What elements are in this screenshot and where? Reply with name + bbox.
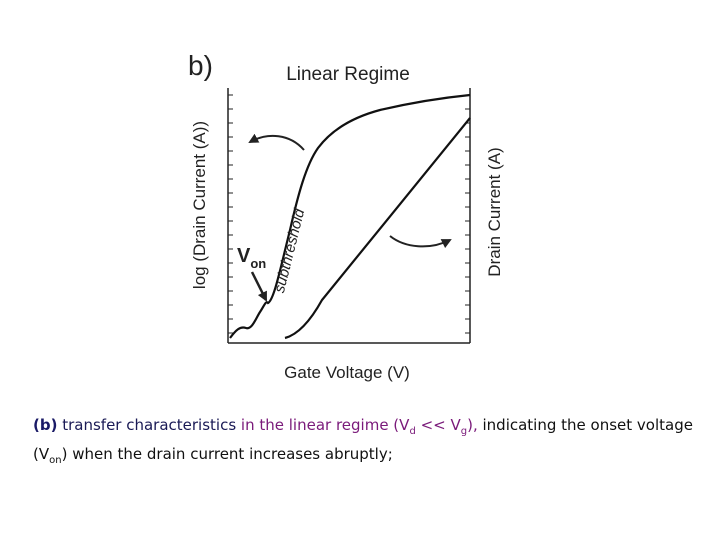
arrow-left — [248, 133, 305, 151]
x-label: Gate Voltage (V) — [284, 363, 410, 382]
caption-part: << — [415, 416, 451, 434]
caption-part: d — [409, 426, 416, 437]
arrow-right — [389, 235, 452, 249]
caption-part: in the linear regime ( — [240, 416, 400, 434]
von-main: V — [237, 245, 251, 267]
linear-curve — [284, 117, 471, 340]
title: Linear Regime — [286, 64, 410, 85]
caption: (b) transfer characteristics in the line… — [33, 414, 713, 472]
caption-part: transfer characteristics — [57, 416, 241, 434]
von-label: Von — [237, 245, 266, 271]
log-curve — [229, 93, 471, 339]
figure: b) Linear Regime log (Drain Current (A))… — [188, 50, 504, 382]
panel-label: b) — [188, 50, 213, 81]
von-sub: on — [250, 256, 266, 271]
axes — [227, 88, 471, 344]
caption-part: ), — [467, 416, 478, 434]
y-label-left: log (Drain Current (A)) — [190, 121, 209, 289]
tick-marks — [228, 94, 470, 334]
caption-part: ) when the drain current increases abrup… — [61, 445, 393, 463]
arrow-von — [250, 271, 268, 302]
y-label-right: Drain Current (A) — [485, 147, 504, 276]
caption-part: g — [460, 426, 468, 437]
caption-part: V — [450, 416, 461, 434]
caption-part: indicating the onset voltage (V — [33, 416, 698, 463]
caption-part: (b) — [33, 416, 58, 434]
curve-label: subthreshold — [271, 207, 308, 295]
caption-part: on — [49, 455, 62, 466]
caption-part: V — [399, 416, 410, 434]
